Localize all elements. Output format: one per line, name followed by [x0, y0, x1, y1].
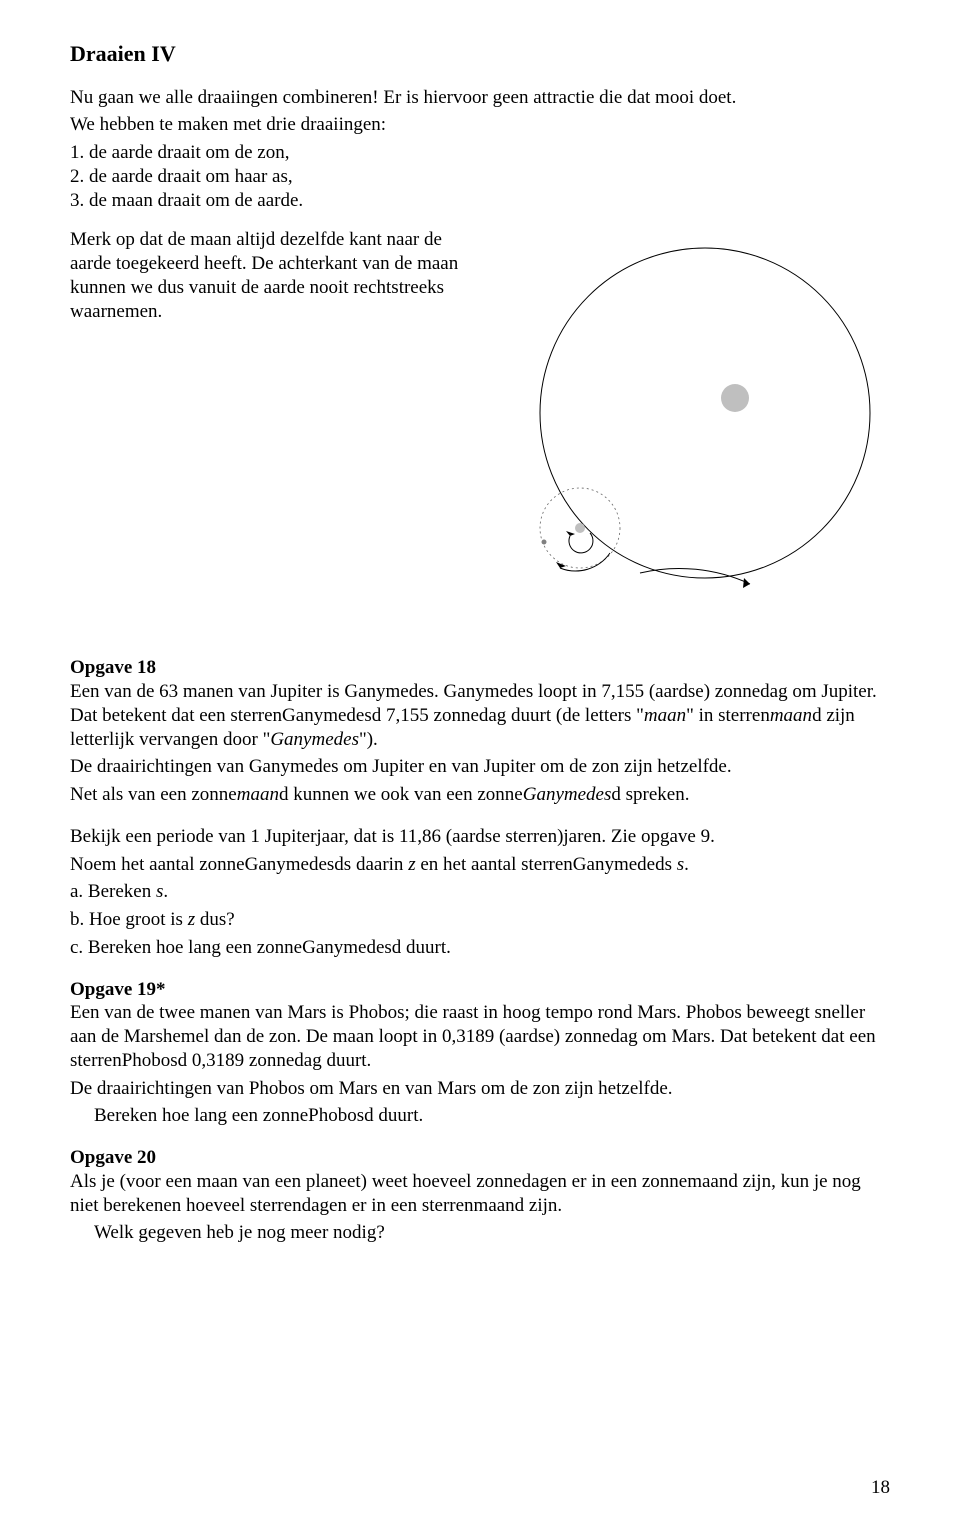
op18-p3c: d spreken.: [611, 784, 689, 805]
op19-q: Bereken hoe lang een zonnePhobosd duurt.: [94, 1104, 890, 1128]
op18-b: b. Hoe groot is z dus?: [70, 908, 890, 932]
italic-maan-3: maan: [237, 784, 279, 805]
italic-maan-1: maan: [644, 705, 686, 726]
note-p1: Merk op dat de maan altijd dezelfde kant…: [70, 228, 490, 323]
op18-p5a: Noem het aantal zonneGanymedesds daarin: [70, 854, 408, 875]
op18-p1d: ").: [359, 729, 378, 750]
spacer: [70, 212, 890, 228]
opgave-18-heading: Opgave 18: [70, 656, 890, 680]
op19-p1: Een van de twee manen van Mars is Phobos…: [70, 1001, 890, 1072]
opgave-19-heading: Opgave 19*: [70, 978, 890, 1002]
op20-p1: Als je (voor een maan van een planeet) w…: [70, 1170, 890, 1218]
op18-p1b: " in sterren: [686, 705, 770, 726]
opgave-20-heading: Opgave 20: [70, 1146, 890, 1170]
intro-item-2: 2. de aarde draait om haar as,: [70, 165, 890, 189]
orbit-svg: [490, 228, 890, 628]
intro-block: Nu gaan we alle draaiingen combineren! E…: [70, 86, 890, 213]
op19-p2: De draairichtingen van Phobos om Mars en…: [70, 1077, 890, 1101]
intro-p2: We hebben te maken met drie draaiingen:: [70, 113, 890, 137]
op18-b2: dus?: [195, 909, 235, 930]
intro-p1: Nu gaan we alle draaiingen combineren! E…: [70, 86, 890, 110]
op18-a: a. Bereken s.: [70, 880, 890, 904]
op20-q: Welk gegeven heb je nog meer nodig?: [94, 1221, 890, 1245]
op18-p5: Noem het aantal zonneGanymedesds daarin …: [70, 853, 890, 877]
intro-item-3: 3. de maan draait om de aarde.: [70, 189, 890, 213]
op18-p5b: en het aantal sterrenGanymededs: [416, 854, 677, 875]
op18-p4: Bekijk een periode van 1 Jupiterjaar, da…: [70, 825, 890, 849]
orbit-figure: [490, 228, 890, 628]
note-block: Merk op dat de maan altijd dezelfde kant…: [70, 228, 490, 323]
italic-maan-2: maan: [770, 705, 812, 726]
italic-gany-2: Ganymedes: [523, 784, 612, 805]
italic-z-2: z: [188, 909, 195, 930]
op18-p1: Een van de 63 manen van Jupiter is Ganym…: [70, 680, 890, 751]
italic-z: z: [408, 854, 415, 875]
page-title: Draaien IV: [70, 40, 890, 68]
op18-b1: b. Hoe groot is: [70, 909, 188, 930]
op18-a-a: a. Bereken: [70, 881, 156, 902]
op18-p3b: d kunnen we ook van een zonne: [279, 784, 523, 805]
op18-p5c: .: [684, 854, 689, 875]
op18-c: c. Bereken hoe lang een zonneGanymedesd …: [70, 936, 890, 960]
page-number: 18: [871, 1476, 890, 1500]
page: Draaien IV Nu gaan we alle draaiingen co…: [0, 0, 960, 1524]
op18-p3: Net als van een zonnemaand kunnen we ook…: [70, 783, 890, 807]
italic-gany-1: Ganymedes: [270, 729, 359, 750]
intro-item-1: 1. de aarde draait om de zon,: [70, 141, 890, 165]
op18-p2: De draairichtingen van Ganymedes om Jupi…: [70, 755, 890, 779]
op18-p3a: Net als van een zonne: [70, 784, 237, 805]
